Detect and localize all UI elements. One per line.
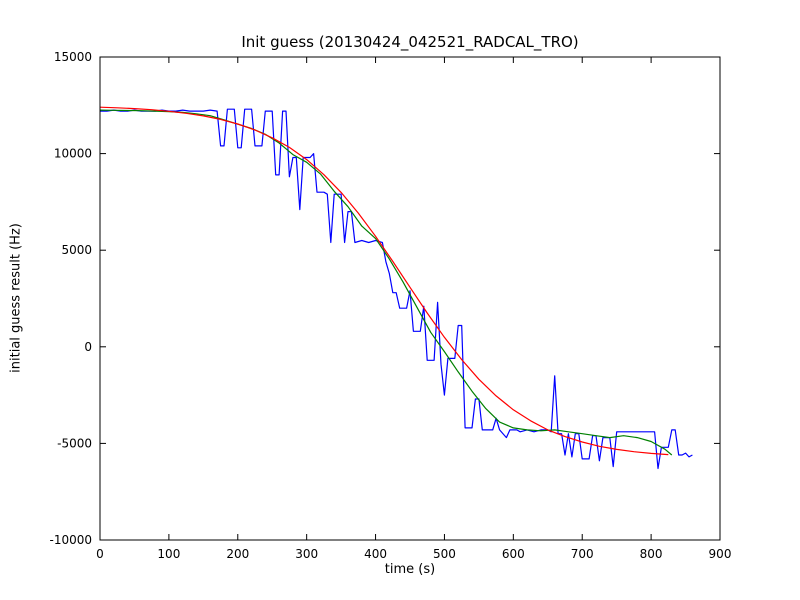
chart-title: Init guess (20130424_042521_RADCAL_TRO) — [241, 33, 579, 51]
y-tick-label: -10000 — [49, 533, 92, 547]
x-axis-label: time (s) — [384, 562, 436, 577]
y-tick-label: 5000 — [61, 243, 92, 257]
x-tick-label: 600 — [502, 547, 525, 561]
axes-frame — [99, 56, 721, 541]
x-tick-label: 900 — [709, 547, 732, 561]
data-line-sigmoid-fit-red — [99, 106, 669, 456]
x-tick-label: 700 — [571, 547, 594, 561]
x-tick-label: 200 — [226, 547, 249, 561]
x-tick-label: 0 — [96, 547, 104, 561]
y-tick-label: 15000 — [54, 50, 92, 64]
y-tick-label: -5000 — [57, 436, 92, 450]
x-tick-label: 400 — [364, 547, 387, 561]
x-tick-label: 100 — [157, 547, 180, 561]
x-tick-label: 500 — [433, 547, 456, 561]
y-axis-label: initial guess result (Hz) — [8, 223, 24, 373]
x-tick-label: 800 — [640, 547, 663, 561]
y-tick-label: 10000 — [54, 147, 92, 161]
data-line-raw-initial-guess-blue — [100, 108, 693, 470]
axes-background — [100, 57, 720, 540]
data-line-smoothed-guess-green — [99, 109, 673, 456]
y-tick-label: 0 — [84, 340, 92, 354]
x-tick-label: 300 — [295, 547, 318, 561]
